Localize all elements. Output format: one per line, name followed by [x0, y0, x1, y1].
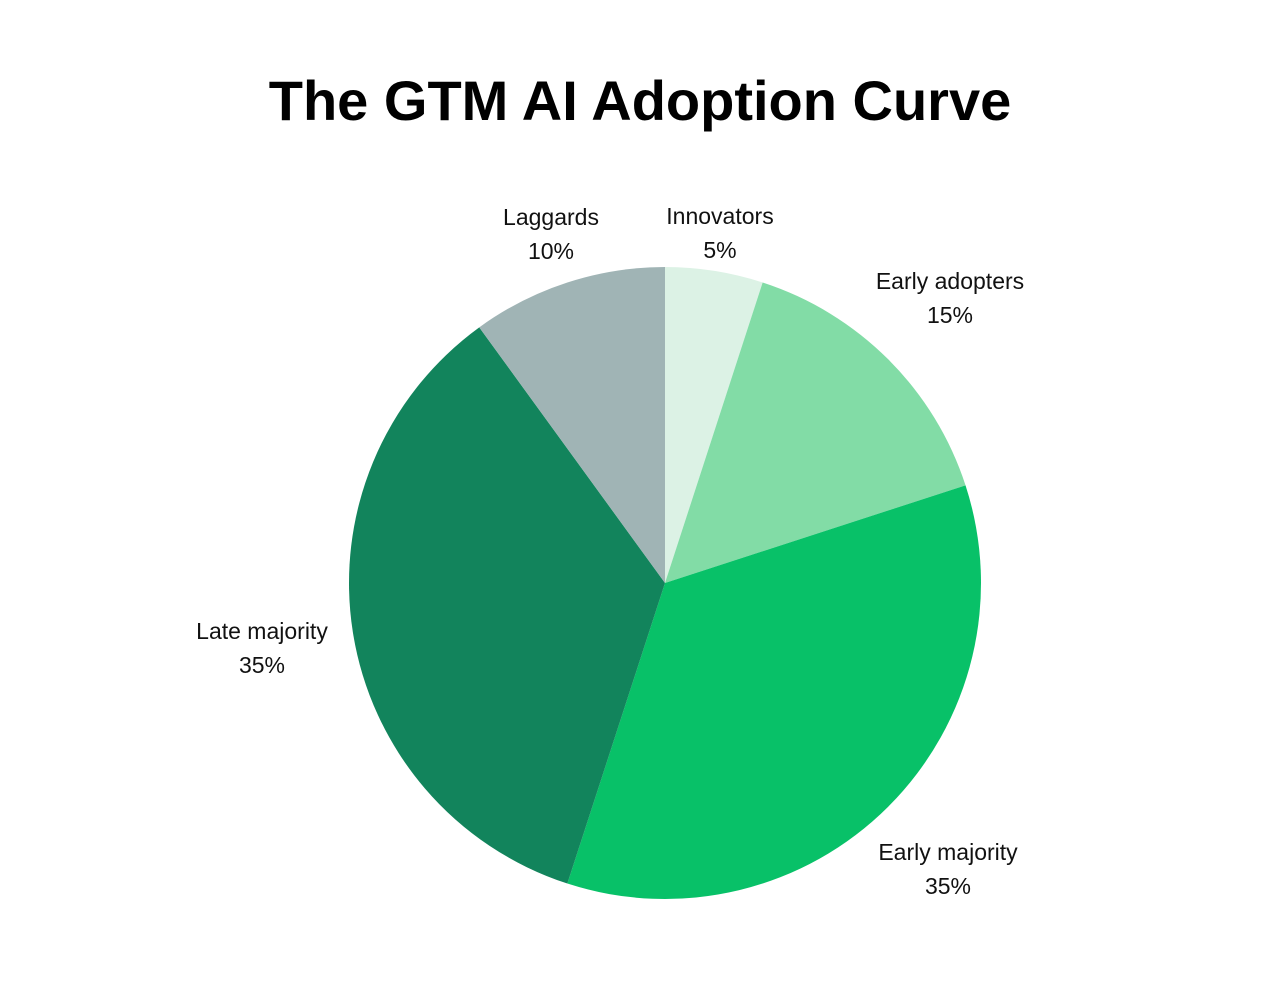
slice-value-early-majority: 35%	[925, 873, 971, 899]
pie-labels: Innovators 5% Early adopters 15% Early major…	[196, 203, 1024, 899]
pie-slices	[349, 267, 981, 899]
slice-label-early-adopters: Early adopters	[876, 268, 1024, 294]
slice-innovators	[665, 267, 763, 583]
slice-early-adopters	[665, 282, 966, 583]
slice-value-laggards: 10%	[528, 238, 574, 264]
slice-label-early-majority: Early majority	[878, 839, 1018, 865]
slice-label-innovators: Innovators	[666, 203, 773, 229]
slice-early-majority	[567, 485, 981, 899]
slice-label-laggards: Laggards	[503, 204, 599, 230]
slice-value-innovators: 5%	[703, 237, 736, 263]
slice-late-majority	[349, 327, 665, 884]
chart-title: The GTM AI Adoption Curve	[268, 69, 1012, 132]
slice-value-late-majority: 35%	[239, 652, 285, 678]
slice-value-early-adopters: 15%	[927, 302, 973, 328]
slice-laggards	[479, 267, 665, 583]
slice-label-late-majority: Late majority	[196, 618, 328, 644]
